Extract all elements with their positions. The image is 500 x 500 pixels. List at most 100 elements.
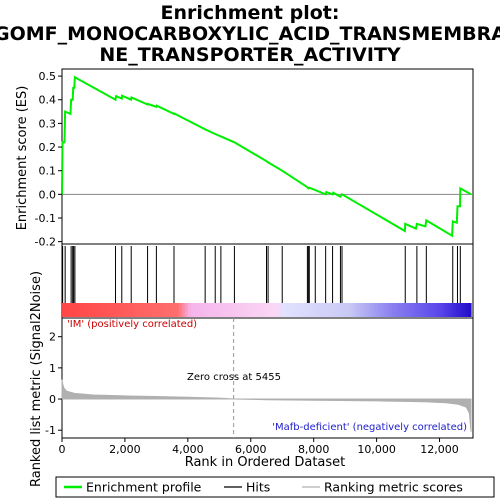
band-segment-18 xyxy=(114,303,119,317)
band-segment-69 xyxy=(263,303,268,317)
band-segment-121 xyxy=(415,303,420,317)
es-ylabel: Enrichment score (ES) xyxy=(15,86,30,231)
band-segment-93 xyxy=(333,303,338,317)
band-segment-134 xyxy=(453,303,457,317)
band-segment-39 xyxy=(175,303,180,317)
band-segment-70 xyxy=(266,303,271,317)
metric-ylabel: Ranked list metric (Signal2Noise) xyxy=(29,271,44,487)
band-segment-83 xyxy=(304,303,308,317)
band-segment-67 xyxy=(257,303,262,317)
band-segment-101 xyxy=(357,303,361,317)
band-segment-106 xyxy=(371,303,376,317)
band-segment-2 xyxy=(67,303,72,317)
band-segment-133 xyxy=(450,303,455,317)
band-segment-35 xyxy=(164,303,168,317)
band-segment-105 xyxy=(368,303,373,317)
band-segment-76 xyxy=(284,303,288,317)
band-segment-60 xyxy=(237,303,241,317)
band-segment-123 xyxy=(421,303,425,317)
metric-layer xyxy=(61,318,472,438)
band-segment-52 xyxy=(213,303,218,317)
negative-zone-label: 'Mafb-deficient' (negatively correlated) xyxy=(272,422,467,433)
band-segment-51 xyxy=(210,303,215,317)
chart-title-line-2: GOMF_MONOCARBOXYLIC_ACID_TRANSMEMBRA xyxy=(0,23,500,45)
band-segment-120 xyxy=(412,303,417,317)
band-segment-71 xyxy=(269,303,273,317)
band-segment-98 xyxy=(348,303,352,317)
band-segment-49 xyxy=(205,303,209,317)
es-ytick-label-2: 0.0 xyxy=(39,188,57,201)
band-segment-137 xyxy=(462,303,466,317)
band-segment-115 xyxy=(397,303,402,317)
band-segment-1 xyxy=(64,303,69,317)
band-segment-113 xyxy=(392,303,396,317)
band-segment-46 xyxy=(196,303,200,317)
band-segment-136 xyxy=(459,303,463,317)
legend-es-label: Enrichment profile xyxy=(86,480,202,495)
band-segment-9 xyxy=(88,303,92,317)
es-ytick-label-4: 0.2 xyxy=(39,141,57,154)
band-segment-62 xyxy=(243,303,247,317)
band-segment-37 xyxy=(170,303,174,317)
band-segment-72 xyxy=(272,303,276,317)
band-segment-130 xyxy=(441,303,446,317)
legend-hits-label: Hits xyxy=(246,480,270,495)
band-segment-114 xyxy=(395,303,399,317)
band-segment-43 xyxy=(187,303,192,317)
band-segment-26 xyxy=(137,303,142,317)
band-segment-87 xyxy=(316,303,320,317)
xtick-label-3: 6,000 xyxy=(235,443,267,456)
band-segment-135 xyxy=(456,303,460,317)
band-segment-20 xyxy=(120,303,124,317)
band-segment-84 xyxy=(307,303,311,317)
band-segment-96 xyxy=(342,303,346,317)
band-segment-75 xyxy=(281,303,285,317)
band-segment-118 xyxy=(406,303,411,317)
band-segment-61 xyxy=(240,303,244,317)
band-segment-59 xyxy=(234,303,238,317)
band-segment-22 xyxy=(126,303,130,317)
es-ytick-label-5: 0.3 xyxy=(39,117,57,130)
band-segment-12 xyxy=(97,303,101,317)
band-segment-91 xyxy=(327,303,332,317)
xtick-label-5: 10,000 xyxy=(357,443,396,456)
band-segment-73 xyxy=(275,303,279,317)
band-segment-102 xyxy=(359,303,364,317)
band-segment-125 xyxy=(427,303,431,317)
band-segment-112 xyxy=(389,303,393,317)
band-segment-88 xyxy=(319,303,323,317)
band-segment-15 xyxy=(105,303,110,317)
band-segment-54 xyxy=(219,303,224,317)
xtick-label-4: 8,000 xyxy=(298,443,330,456)
band-segment-92 xyxy=(330,303,335,317)
band-segment-42 xyxy=(184,303,189,317)
band-segment-79 xyxy=(292,303,297,317)
band-segment-14 xyxy=(102,303,107,317)
es-curve xyxy=(61,75,472,238)
band-segment-56 xyxy=(225,303,230,317)
band-segment-74 xyxy=(278,303,282,317)
xtick-label-6: 12,000 xyxy=(420,443,459,456)
es-ytick-label-0: -0.2 xyxy=(35,236,56,249)
band-segment-139 xyxy=(468,303,472,317)
band-segment-24 xyxy=(132,303,136,317)
chart-title-line-1: Enrichment plot: xyxy=(161,2,340,24)
band-segment-8 xyxy=(85,303,89,317)
band-segment-122 xyxy=(418,303,422,317)
xlabel: Rank in Ordered Dataset xyxy=(185,455,346,470)
band-segment-55 xyxy=(222,303,227,317)
band-segment-94 xyxy=(336,303,341,317)
band-segment-103 xyxy=(362,303,367,317)
band-segment-127 xyxy=(433,303,437,317)
band-segment-138 xyxy=(465,303,469,317)
band-segment-64 xyxy=(248,303,253,317)
band-segment-13 xyxy=(99,303,104,317)
band-segment-65 xyxy=(251,303,256,317)
band-segment-30 xyxy=(149,303,154,317)
band-segment-66 xyxy=(254,303,259,317)
band-segment-116 xyxy=(400,303,405,317)
band-segment-82 xyxy=(301,303,306,317)
band-segment-0 xyxy=(62,303,66,317)
band-segment-132 xyxy=(447,303,452,317)
